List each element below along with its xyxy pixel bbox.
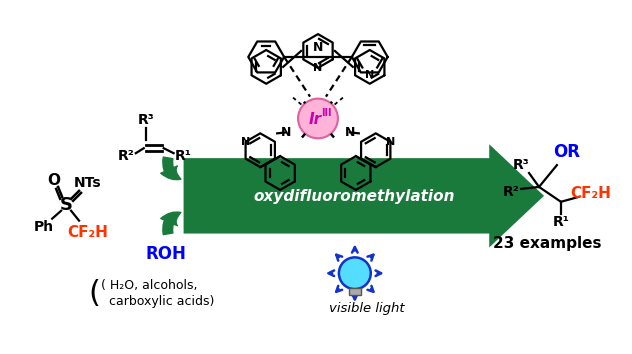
Text: OR: OR bbox=[554, 143, 580, 161]
Text: NTs: NTs bbox=[74, 176, 102, 190]
Text: oxydifluoromethylation: oxydifluoromethylation bbox=[253, 189, 455, 204]
Text: S: S bbox=[59, 196, 73, 214]
Text: (: ( bbox=[88, 279, 100, 308]
FancyArrowPatch shape bbox=[161, 212, 181, 235]
Text: III: III bbox=[320, 108, 331, 118]
Bar bbox=[349, 288, 361, 295]
Text: Ir: Ir bbox=[308, 112, 322, 127]
Text: Ph: Ph bbox=[34, 219, 54, 234]
Text: R²: R² bbox=[118, 149, 134, 163]
Text: N: N bbox=[313, 63, 322, 73]
Circle shape bbox=[298, 99, 338, 138]
Text: CF₂H: CF₂H bbox=[570, 186, 611, 201]
Text: N: N bbox=[386, 137, 395, 147]
Text: N: N bbox=[365, 70, 374, 80]
Text: R¹: R¹ bbox=[552, 215, 569, 229]
Text: N: N bbox=[281, 126, 291, 139]
Text: R¹: R¹ bbox=[175, 149, 192, 163]
Text: visible light: visible light bbox=[329, 302, 404, 315]
Text: N: N bbox=[241, 137, 250, 147]
Circle shape bbox=[339, 257, 371, 289]
Polygon shape bbox=[183, 144, 544, 247]
Text: 23 examples: 23 examples bbox=[493, 236, 601, 251]
Text: ROH: ROH bbox=[145, 245, 186, 263]
FancyArrowPatch shape bbox=[161, 157, 181, 180]
Text: carboxylic acids): carboxylic acids) bbox=[101, 295, 214, 308]
Text: CF₂H: CF₂H bbox=[68, 225, 109, 240]
Text: R²: R² bbox=[503, 185, 520, 199]
Text: N: N bbox=[313, 40, 323, 53]
Text: R³: R³ bbox=[137, 113, 154, 127]
Text: N: N bbox=[344, 126, 355, 139]
Text: ( H₂O, alcohols,: ( H₂O, alcohols, bbox=[101, 279, 197, 292]
Text: O: O bbox=[47, 173, 61, 188]
Text: R³: R³ bbox=[513, 158, 530, 172]
